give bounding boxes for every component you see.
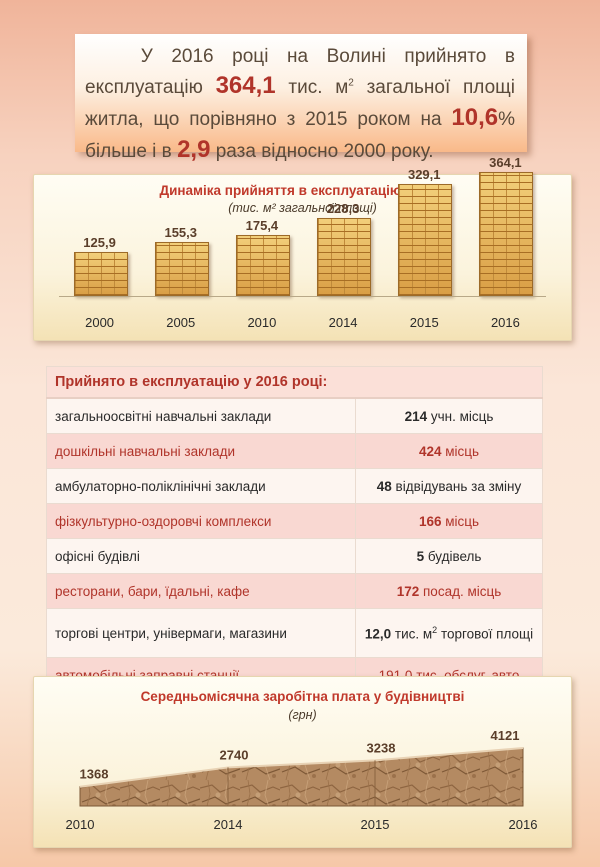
facts-row-number: 166 [418,513,442,529]
wage-chart-title: Середньомісячна заробітна плата у будівн… [140,689,465,704]
facts-row-unit: відвідувань за зміну [391,478,522,494]
wage-value-label: 2740 [220,747,249,762]
facts-row-label: ресторани, бари, їдальні, кафе [46,573,356,609]
wage-chart-subtitle: (грн) [288,708,317,722]
bar [73,251,128,296]
unit-sup: 2 [348,77,354,89]
x-tick-label: 2015 [409,315,439,330]
facts-row-label: амбулаторно-поліклінічні заклади [46,468,356,504]
wage-x-tick-label: 2014 [214,817,243,832]
wage-value-label: 4121 [491,728,520,743]
facts-row-number: 214 [404,408,428,424]
bar [479,172,534,296]
bar-value-label: 125,9 [83,234,116,250]
bar-value-label: 175,4 [245,218,279,234]
intro-text: У 2016 році на Волині прийнято в експлуа… [85,44,515,167]
facts-row: амбулаторно-поліклінічні заклади 48 відві… [46,468,543,504]
x-tick-label: 2010 [247,315,277,330]
wage-area [79,747,524,807]
facts-row-value: 172 посад. місць [355,573,543,609]
facts-row-value: 12,0 тис. м2 торгової площі [355,608,543,658]
housing-chart-subtitle: (тис. м² загальної площі) [228,201,377,215]
growth-times-value: 2,9 [177,136,211,164]
intro-line: У 2016 році на Волині прийнято в експлуа… [85,46,515,98]
bar-value-label: 329,1 [407,166,441,182]
unit-text: тис. м [275,76,349,98]
wage-x-tick-label: 2016 [509,817,538,832]
x-axis-line [59,296,546,297]
intro-text-part: раза відносно 2000 року. [210,141,434,163]
x-tick-label: 2014 [328,315,358,330]
x-tick-label: 2000 [85,315,115,330]
intro-text-part: % більше і в [85,109,515,163]
facts-row-unit: будівель [424,548,482,564]
facts-header-row: Прийнято в експлуатацію у 2016 році: [46,366,543,399]
facts-row-unit-extra: торгової площі [437,626,534,642]
wage-line [79,747,524,788]
intro-box: У 2016 році на Волині прийнято в експлуа… [75,34,527,163]
bar [398,183,453,296]
facts-row-unit: місць [441,443,480,459]
x-tick-label: 2005 [166,315,196,330]
wage-x-tick-label: 2010 [66,817,95,832]
wage-x-tick-label: 2015 [361,817,390,832]
facts-row-unit-sup: 2 [432,624,438,635]
housing-volume-value: 364,1 [215,71,276,99]
facts-row: торгові центри, універмаги, магазини 12,0… [46,608,543,658]
wage-value-label: 3238 [367,740,396,755]
bar-value-label: 228,3 [326,200,360,216]
bar-value-label: 155,3 [164,224,198,240]
facts-row-number: 424 [418,443,442,459]
wage-value-label: 1368 [80,767,109,782]
x-tick-label: 2016 [490,315,520,330]
facts-row-label: офісні будівлі [46,538,356,574]
facts-row-label: дошкільні навчальні заклади [46,433,356,469]
bar [235,235,290,296]
facts-row-number: 12,0 [364,626,392,642]
facts-row-value: 5 будівель [355,538,543,574]
facts-row-unit: посад. місць [419,583,502,599]
bar-value-label: 364,1 [489,155,522,170]
facts-header: Прийнято в експлуатацію у 2016 році: [46,366,543,399]
facts-row-label: торгові центри, універмаги, магазини [46,608,356,658]
housing-chart-panel: Динаміка прийняття в експлуатацію житла … [33,155,572,341]
facts-row-label: фізкультурно-оздоровчі комплекси [46,503,356,539]
bar [317,217,372,296]
bar [154,241,209,296]
facts-row-label: загальноосвітні навчальні заклади [46,397,356,434]
facts-row-value: 166 місць [355,503,543,539]
facts-row: дошкільні навчальні заклади 424 місць [46,433,543,469]
facts-row-number: 5 [416,548,425,564]
facts-row: ресторани, бари, їдальні, кафе 172 посад.… [46,573,543,609]
facts-row: фізкультурно-оздоровчі комплекси 166 місц… [46,503,543,539]
facts-row-number: 172 [396,583,420,599]
housing-chart-title: Динаміка прийняття в експлуатацію житла [159,183,446,198]
intro-text-part: загальної площі житла, що порівняно з 20… [85,76,516,131]
facts-row: офісні будівлі 5 будівель [46,538,543,574]
facts-row-value: 48 відвідувань за зміну [355,468,543,504]
facts-row-unit: місць [441,513,480,529]
growth-percent-value: 10,6 [451,104,499,132]
facts-row-number: 48 [376,478,392,494]
facts-row-unit: учн. місць [427,408,494,424]
facts-row-value: 424 місць [355,433,543,469]
facts-row-unit: тис. м [391,626,433,642]
